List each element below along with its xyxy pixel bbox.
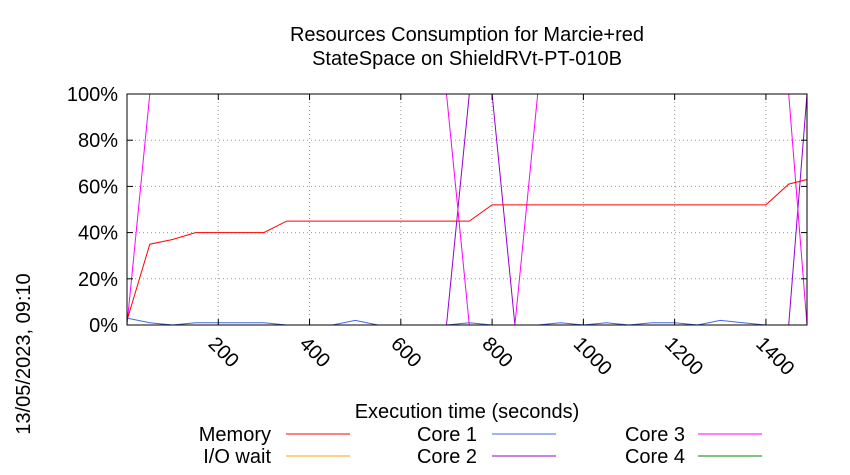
x-tick-label: 600 [386, 333, 425, 372]
x-axis: 200 400 600 800 1000 1200 1400 [204, 94, 798, 380]
x-tick-label: 1400 [751, 333, 798, 380]
series-line-core-1 [126, 317, 807, 326]
y-tick-label: 80% [78, 130, 118, 152]
x-tick-label: 1200 [660, 333, 707, 380]
x-tick-label: 1000 [569, 333, 616, 380]
y-tick-label: 100% [67, 84, 118, 106]
legend-label-core-2: Core 2 [417, 446, 477, 468]
x-tick-label: 400 [295, 333, 334, 372]
y-tick-label: 0% [89, 315, 118, 337]
y-tick-label: 40% [78, 223, 118, 245]
chart-subtitle: StateSpace on ShieldRVt-PT-010B [312, 48, 622, 70]
x-tick-label: 800 [478, 333, 517, 372]
legend-label-core-3: Core 3 [625, 424, 685, 446]
series-line-core-2 [127, 93, 808, 326]
y-axis: 0% 20% 40% 60% 80% 100% [67, 84, 807, 337]
series-line-core-3 [126, 93, 808, 326]
legend-label-core-4: Core 4 [625, 446, 685, 468]
timestamp: 13/05/2023, 09:10 [13, 273, 35, 434]
x-tick-label: 200 [204, 333, 243, 372]
legend-label-core-1: Core 1 [417, 424, 477, 446]
chart-title: Resources Consumption for Marcie+red [290, 24, 644, 46]
x-axis-label: Execution time (seconds) [355, 401, 580, 423]
series-lines [126, 93, 808, 326]
plot-border [126, 93, 808, 326]
series-line-memory [126, 179, 808, 321]
y-tick-label: 20% [78, 269, 118, 291]
legend-label-memory: Memory [199, 424, 271, 446]
legend-label-i-o-wait: I/O wait [203, 446, 271, 468]
grid [127, 94, 807, 325]
y-tick-label: 60% [78, 176, 118, 198]
